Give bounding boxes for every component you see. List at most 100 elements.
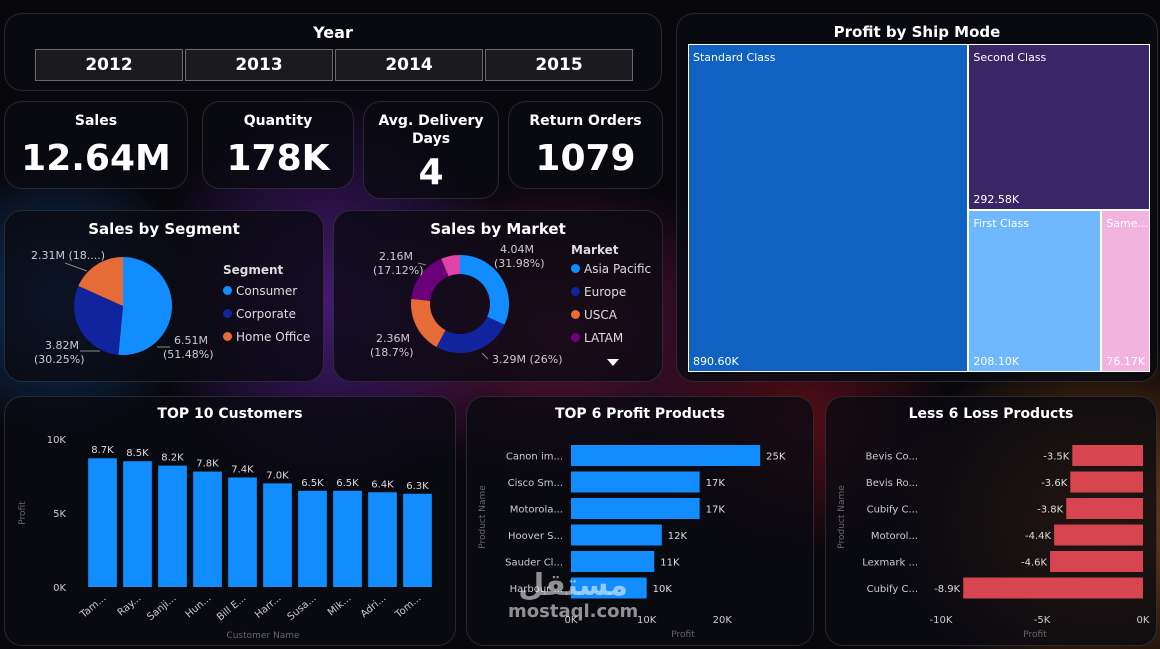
watermark-latin: mostaql.com [508,601,639,622]
donut-slice[interactable] [411,298,446,347]
market-legend: Market Asia Pacific Europe USCA LATAM [571,243,651,349]
top-customers-card: TOP 10 Customers 0K 5K 10K Profit 8.7K Tam...… [4,396,456,646]
sales-by-market-card: Sales by Market 4.04M (31.98%) 3.29M (26%)… [333,210,663,382]
profit-by-ship-mode-card: Profit by Ship Mode Standard Class 890.60… [676,13,1158,382]
donut-slice[interactable] [436,316,505,353]
bar[interactable] [1066,498,1143,519]
legend-item[interactable]: Consumer [223,279,310,302]
x-tick-label: Hun... [184,593,214,621]
pie-slice[interactable] [78,257,123,306]
bar[interactable] [1050,551,1143,572]
kpi-value: 12.64M [21,138,171,179]
bar[interactable] [158,465,187,587]
year-button-2015[interactable]: 2015 [485,49,633,81]
legend-title: Market [571,243,619,257]
x-tick-label: 20K [713,615,733,626]
kpi-card-return-orders: Return Orders 1079 [508,101,663,189]
data-label: 25K [766,452,786,463]
loss-products-bar-chart[interactable]: Bevis Co... -3.5K Bevis Ro... -3.6K Cubify C… [826,397,1158,647]
bar[interactable] [1054,524,1143,546]
treemap-value: 890.60K [693,355,739,368]
legend-dot [223,286,232,295]
bar[interactable] [403,493,432,587]
x-axis-label: Customer Name [226,631,300,641]
legend-item[interactable]: Europe [571,280,651,303]
legend-scroll-down-icon[interactable] [607,359,619,366]
data-label: 3.82M [45,339,79,352]
donut-slice[interactable] [411,258,449,301]
legend-item[interactable]: USCA [571,303,651,326]
treemap-tile[interactable]: Second Class 292.58K [968,44,1150,211]
donut-slice[interactable] [460,255,509,325]
legend-label: Home Office [236,329,311,344]
treemap-label: Same... [1106,217,1149,231]
x-tick-label: Ray... [116,593,144,619]
x-tick-label: Sanji... [145,593,178,623]
bar[interactable] [571,577,647,599]
legend-label: LATAM [584,330,624,345]
legend-label: Asia Pacific [584,261,652,276]
profit-products-card: TOP 6 Profit Products Canon im... 25K Cisc… [466,396,814,646]
data-label: -3.6K [1041,478,1068,489]
legend-item[interactable]: Corporate [223,302,310,325]
x-tick-label: Tom... [393,593,424,621]
treemap-tile[interactable]: Standard Class 890.60K [688,44,969,372]
legend-dot [571,264,580,273]
segment-legend: Segment Consumer Corporate Home Office [223,263,310,348]
kpi-card-sales: Sales 12.64M [4,101,188,189]
bar[interactable] [571,524,662,546]
chart-title: Profit by Ship Mode [833,23,1001,41]
pie-slice[interactable] [118,257,173,355]
legend-item[interactable]: Asia Pacific [571,257,651,280]
bar[interactable] [1070,471,1143,493]
y-axis-label: Profit [18,501,28,525]
bar[interactable] [963,577,1143,599]
data-label: 8.7K [91,445,114,456]
data-label: 2.31M (18....) [31,249,105,262]
bar[interactable] [571,498,700,519]
bar[interactable] [333,490,362,587]
segment-pie-chart[interactable]: 6.51M(51.48%) 3.82M(30.25%) 2.31M (18....) [5,211,325,383]
profit-products-bar-chart[interactable]: Canon im... 25K Cisco Sm... 17K Motorola... 1… [467,397,815,647]
treemap-tile[interactable]: First Class 208.10K [968,210,1102,372]
bar[interactable] [571,445,761,466]
bar[interactable] [228,477,257,587]
bar[interactable] [193,471,222,587]
y-tick-label: Bevis Ro... [866,478,918,489]
treemap-tile[interactable]: Same... 76.17K [1101,210,1150,372]
data-label: 2.16M [379,250,413,263]
watermark-arabic: مستقل [518,568,628,603]
data-label: (51.48%) [163,348,214,361]
bar[interactable] [571,471,700,493]
donut-slice[interactable] [441,255,460,277]
legend-item[interactable]: Home Office [223,325,310,348]
treemap-value: 76.17K [1106,354,1146,368]
bar[interactable] [88,458,117,587]
data-label: 4.04M [500,243,534,256]
year-slicer-card: Year 2012 2013 2014 2015 [4,13,662,91]
x-tick-label: -5K [1034,615,1051,626]
year-button-2013[interactable]: 2013 [185,49,333,81]
pie-slice[interactable] [73,285,123,355]
y-tick-label: Canon im... [506,452,563,463]
leader-line [417,262,427,266]
legend-dot [223,332,232,341]
customers-bar-chart[interactable]: 0K 5K 10K Profit 8.7K Tam... 8.5K Ray... 8.2K San… [5,397,457,647]
bar[interactable] [571,551,655,572]
y-tick-label: Sauder Cl... [505,558,563,569]
bar[interactable] [298,490,327,587]
data-label: (30.25%) [34,353,85,366]
bar[interactable] [368,492,397,587]
year-button-2014[interactable]: 2014 [335,49,483,81]
data-label: 6.3K [406,481,429,492]
kpi-label: Avg. Delivery Days [378,113,484,147]
legend-item[interactable]: LATAM [571,326,651,349]
bar[interactable] [1072,445,1143,466]
bar[interactable] [263,483,292,587]
legend-dot [571,333,580,342]
year-button-2012[interactable]: 2012 [35,49,183,81]
x-tick-label: Adri... [359,593,389,620]
chart-title: TOP 10 Customers [157,406,303,422]
bar[interactable] [123,461,152,587]
market-donut-chart[interactable]: 4.04M(31.98%) 3.29M (26%) 2.36M(18.7%) 2.16… [334,211,664,383]
